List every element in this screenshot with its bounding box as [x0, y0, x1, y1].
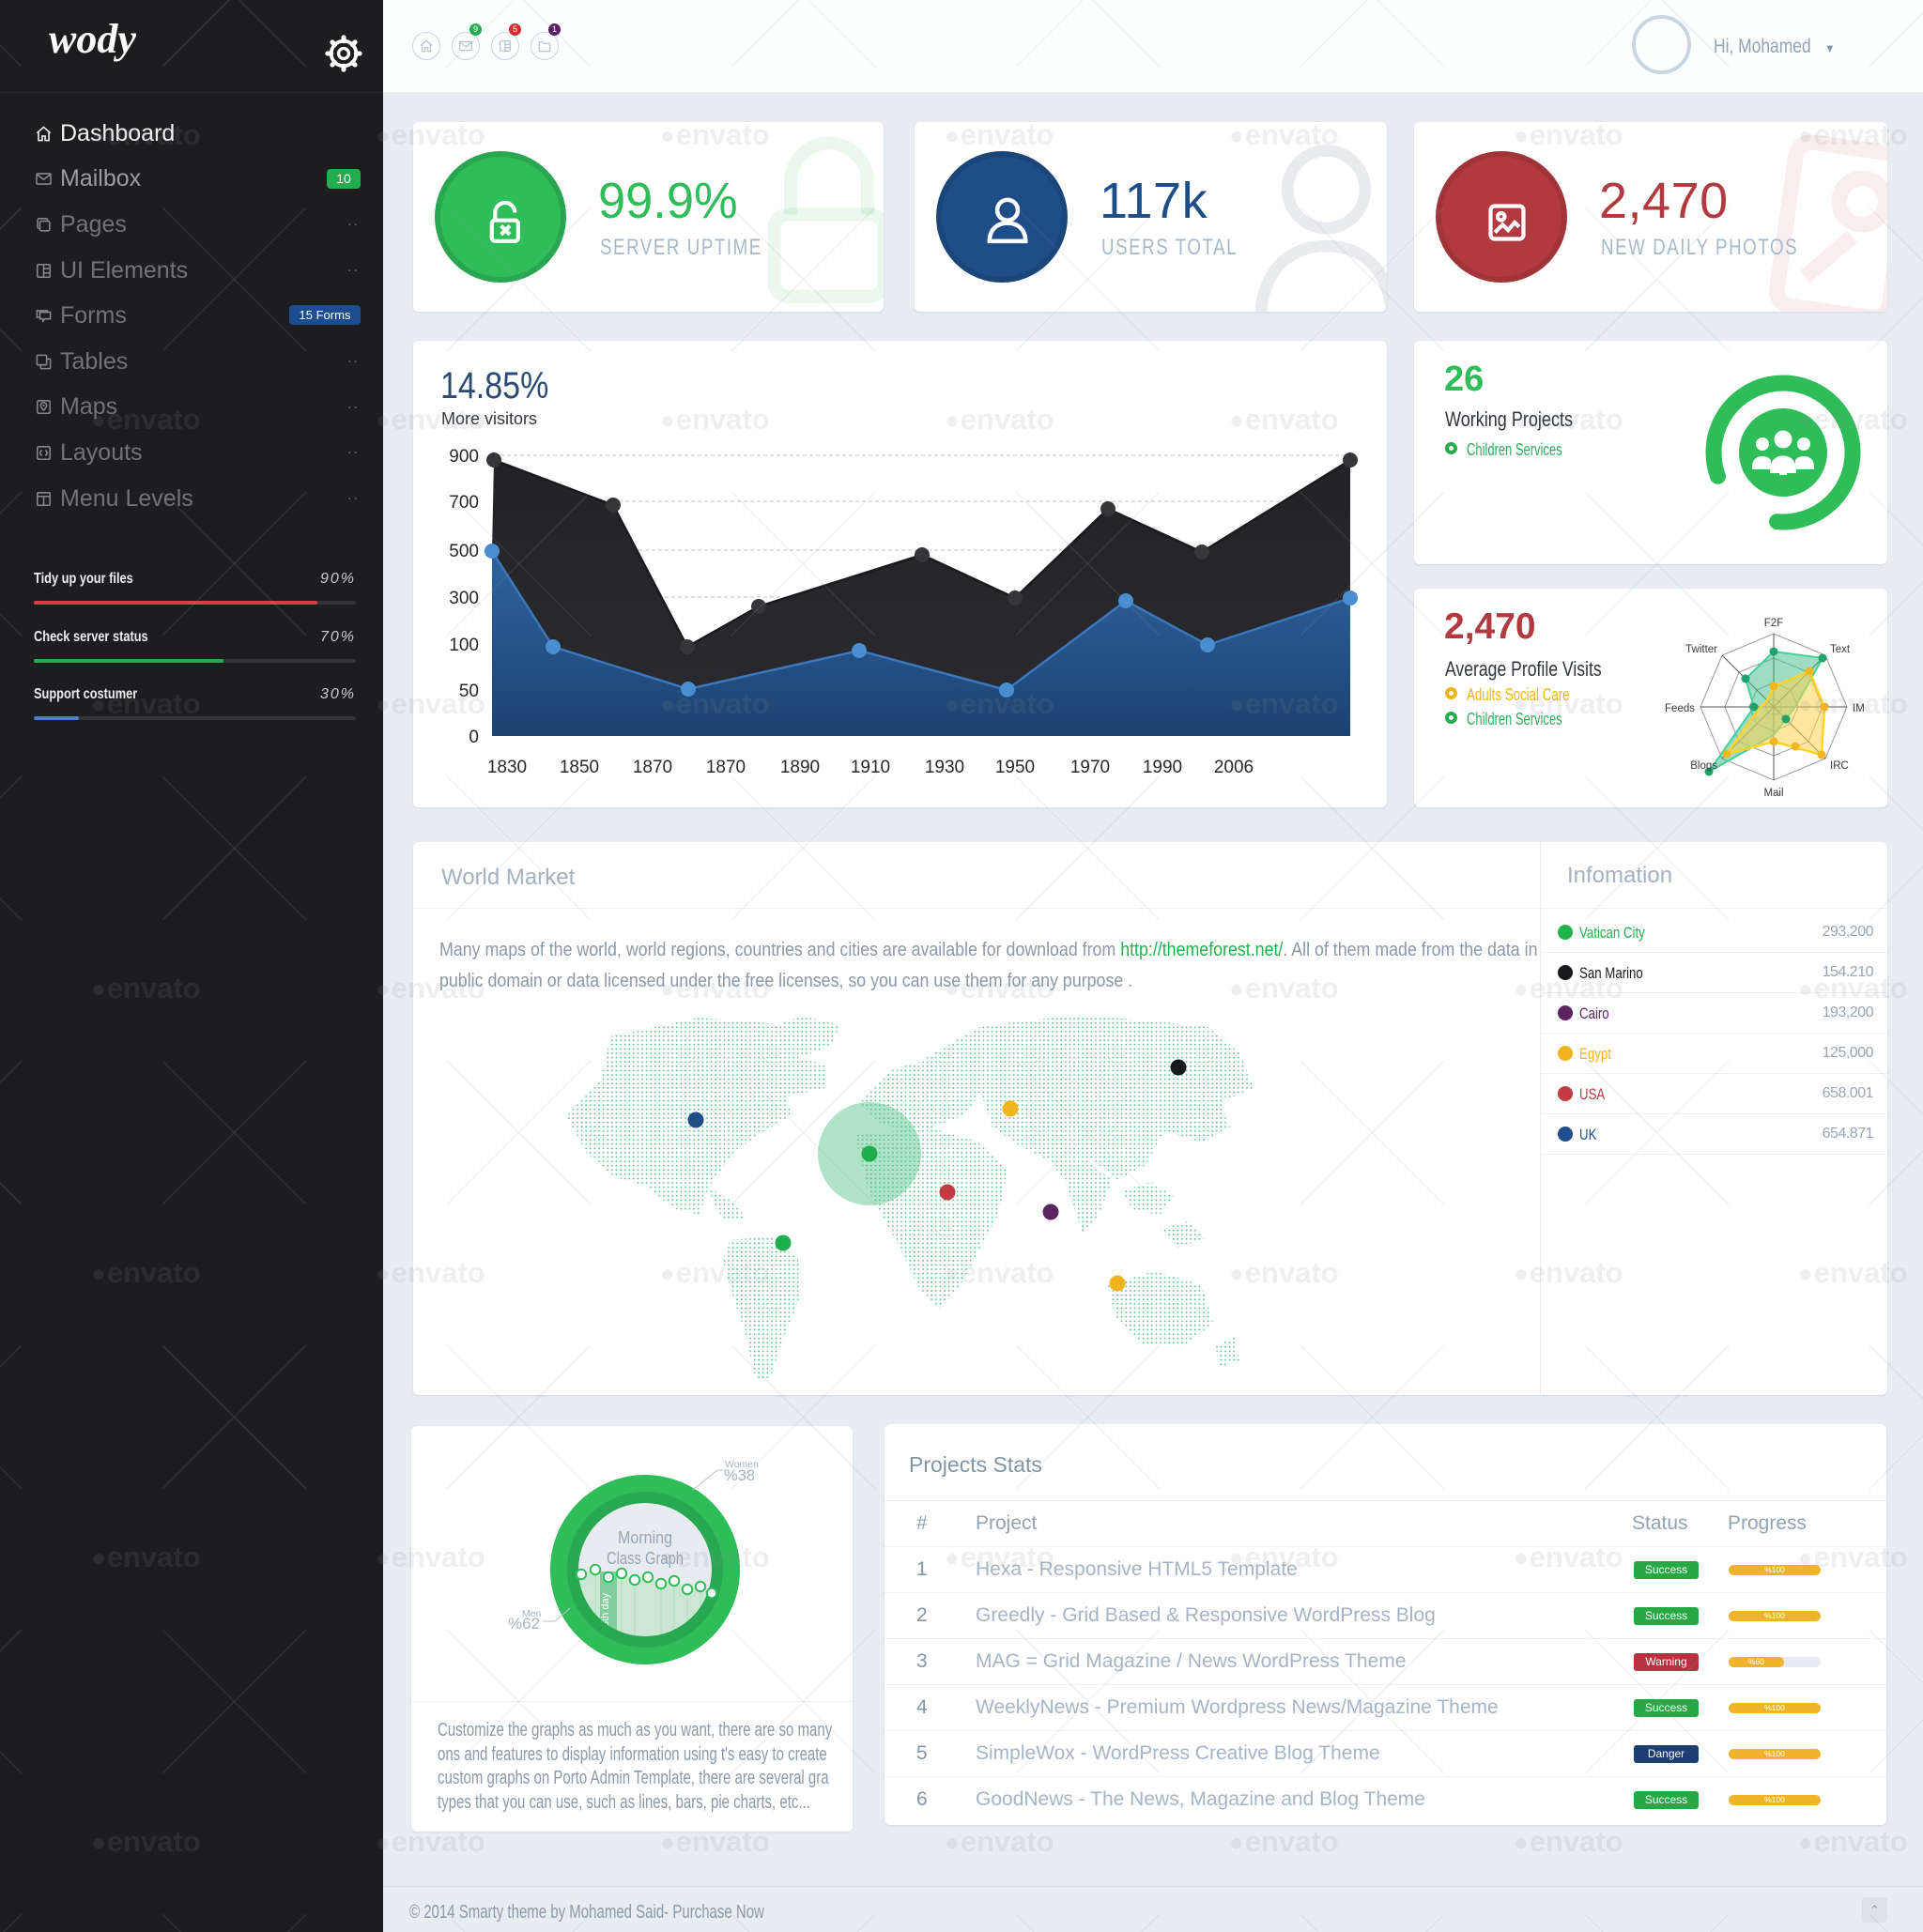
svg-text:50: 50	[459, 682, 479, 701]
svg-text:100: 100	[449, 636, 479, 655]
svg-text:IRC: IRC	[1830, 760, 1849, 772]
svg-text:IM: IM	[1853, 703, 1865, 714]
svg-text:1930: 1930	[925, 758, 964, 777]
svg-text:1950: 1950	[995, 758, 1035, 777]
svg-text:Feeds: Feeds	[1665, 703, 1695, 714]
svg-text:1870: 1870	[706, 758, 746, 777]
svg-text:1990: 1990	[1143, 758, 1182, 777]
svg-text:Twitter: Twitter	[1685, 644, 1717, 655]
svg-text:2006: 2006	[1214, 758, 1254, 777]
svg-text:1910: 1910	[851, 758, 890, 777]
svg-text:1890: 1890	[780, 758, 820, 777]
svg-text:900: 900	[449, 447, 479, 467]
svg-text:0: 0	[469, 728, 479, 747]
svg-text:F2F: F2F	[1764, 618, 1783, 629]
svg-text:1870: 1870	[633, 758, 672, 777]
svg-text:500: 500	[449, 542, 479, 561]
svg-text:Blogs: Blogs	[1690, 760, 1717, 772]
svg-text:Text: Text	[1830, 644, 1851, 655]
svg-text:700: 700	[449, 493, 479, 513]
svg-text:Mail: Mail	[1763, 788, 1783, 799]
svg-text:1850: 1850	[560, 758, 599, 777]
svg-text:300: 300	[449, 589, 479, 608]
svg-text:1830: 1830	[487, 758, 527, 777]
svg-text:1970: 1970	[1070, 758, 1110, 777]
